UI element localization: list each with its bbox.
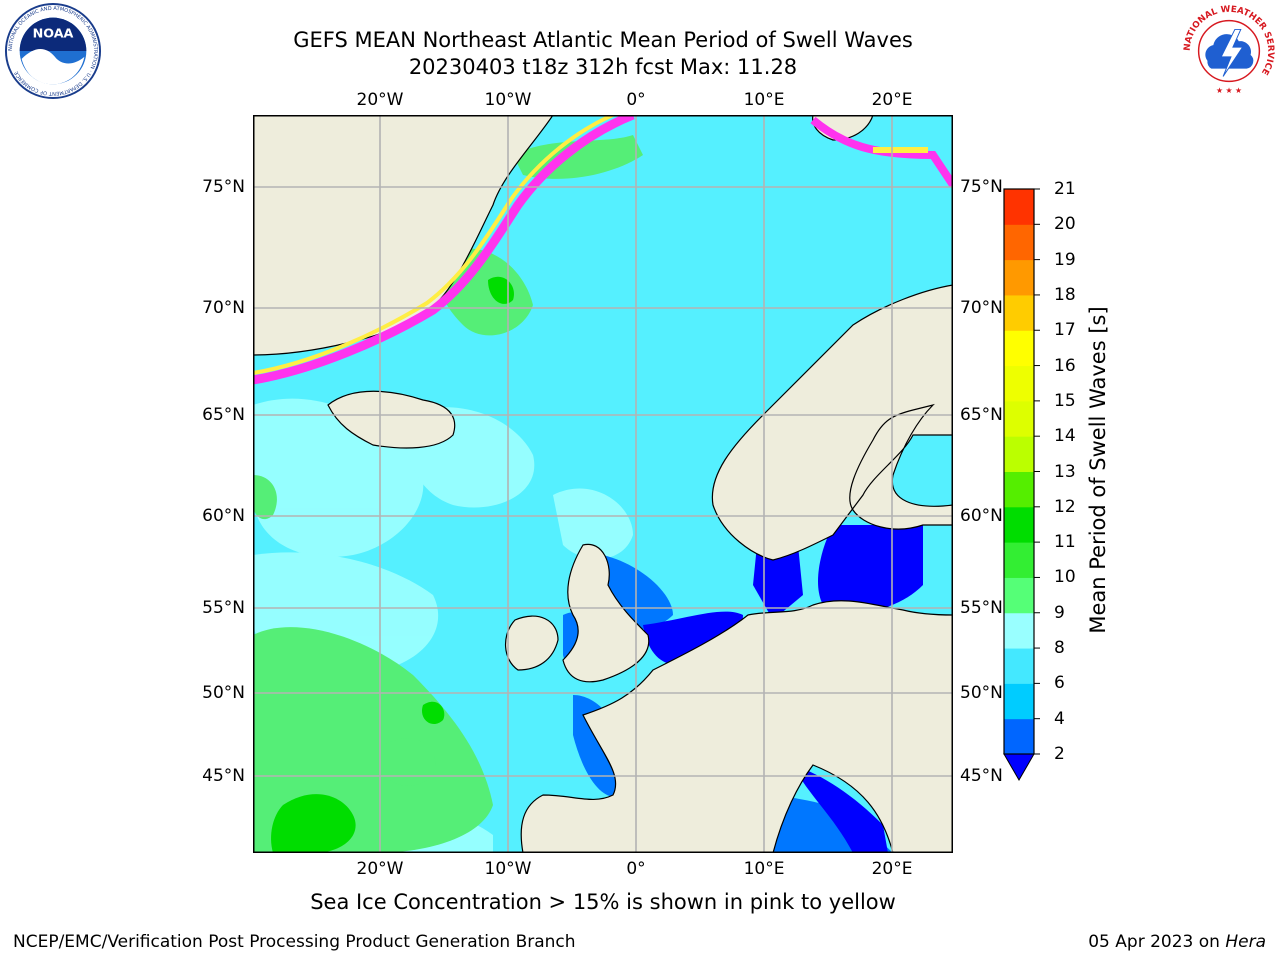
date-stamp: 05 Apr 2023 on Hera [1088, 932, 1266, 952]
colorbar-tick-label: 15 [1054, 390, 1076, 411]
colorbar-tick-label: 20 [1054, 214, 1076, 235]
colorbar-tick-label: 18 [1054, 284, 1076, 305]
sea-ice-edge [253, 115, 953, 385]
lon-label-bottom: 0° [626, 859, 646, 879]
noaa-logo: NATIONAL OCEANIC AND ATMOSPHERIC ADMINIS… [4, 2, 102, 100]
colorbar-tick-label: 10 [1054, 567, 1076, 588]
lat-label-right: 65°N [960, 405, 1003, 425]
great-britain [562, 543, 650, 683]
colorbar-segment [1004, 542, 1034, 578]
lon-label-bottom: 20°W [356, 859, 404, 879]
lat-label-left: 50°N [202, 683, 245, 703]
date-prefix: 05 Apr 2023 on [1088, 932, 1226, 952]
europe [520, 600, 953, 853]
lat-label-left: 55°N [202, 598, 245, 618]
lat-label-left: 45°N [202, 766, 245, 786]
lon-label-bottom: 10°W [484, 859, 532, 879]
lat-label-right: 75°N [960, 177, 1003, 197]
chart-title: GEFS MEAN Northeast Atlantic Mean Period… [293, 28, 913, 52]
colorbar-segment [1004, 648, 1034, 684]
graticule [253, 115, 953, 853]
colorbar-title: Mean Period of Swell Waves [s] [1086, 306, 1110, 634]
chart-subtitle: 20230403 t18z 312h fcst Max: 11.28 [408, 55, 798, 79]
lat-label-right: 70°N [960, 298, 1003, 318]
noaa-logo-text: NOAA [33, 26, 74, 41]
colorbar-segment [1004, 436, 1034, 472]
lon-label-top: 20°W [356, 90, 404, 110]
colorbar-tick-label: 17 [1054, 320, 1076, 341]
sea-ice-note: Sea Ice Concentration > 15% is shown in … [310, 890, 896, 914]
colorbar-tick-label: 8 [1054, 638, 1065, 659]
colorbar-segment [1004, 577, 1034, 614]
lon-label-bottom: 10°E [743, 859, 785, 879]
colorbar-segment [1004, 259, 1034, 296]
colorbar-tick-label: 21 [1054, 179, 1076, 199]
lat-label-left: 70°N [202, 298, 245, 318]
ireland [505, 615, 559, 671]
lat-label-left: 75°N [202, 177, 245, 197]
colorbar [1003, 188, 1040, 782]
colorbar-segment [1004, 506, 1034, 543]
svg-text:★ ★ ★: ★ ★ ★ [1216, 86, 1242, 95]
nws-logo: NATIONAL WEATHER SERVICE ★ ★ ★ [1181, 3, 1277, 99]
lat-label-left: 65°N [202, 405, 245, 425]
map-panel [253, 115, 953, 853]
credit-text: NCEP/EMC/Verification Post Processing Pr… [13, 932, 576, 952]
colorbar-tick-label: 13 [1054, 461, 1076, 482]
iceland [327, 390, 456, 449]
colorbar-segment [1004, 294, 1034, 331]
colorbar-segment [1004, 612, 1034, 649]
colorbar-segment [1004, 365, 1034, 402]
colorbar-extend-arrow [1003, 753, 1035, 782]
colorbar-tick-label: 9 [1054, 602, 1065, 623]
lon-label-bottom: 20°E [871, 859, 913, 879]
colorbar-tick-label: 6 [1054, 673, 1065, 694]
scandinavia [711, 284, 953, 561]
colorbar-segment [1004, 683, 1034, 720]
colorbar-tick-label: 2 [1054, 744, 1065, 764]
colorbar-tick-label: 11 [1054, 532, 1076, 553]
colorbar-segment [1004, 718, 1034, 755]
lat-label-left: 60°N [202, 506, 245, 526]
lon-label-top: 0° [626, 90, 646, 110]
colorbar-tick-label: 19 [1054, 249, 1076, 270]
colorbar-segment [1004, 400, 1034, 437]
lon-label-top: 10°E [743, 90, 785, 110]
colorbar-tick-label: 4 [1054, 708, 1065, 729]
lon-label-top: 20°E [871, 90, 913, 110]
colorbar-tick-label: 14 [1054, 426, 1076, 447]
colorbar-segment [1004, 330, 1034, 367]
land [253, 115, 953, 853]
colorbar-segment [1004, 471, 1034, 508]
lat-label-right: 60°N [960, 506, 1003, 526]
colorbar-tick-label: 16 [1054, 355, 1076, 376]
lat-label-right: 55°N [960, 598, 1003, 618]
colorbar-segment [1004, 189, 1034, 225]
colorbar-segment [1004, 224, 1034, 261]
lat-label-right: 50°N [960, 683, 1003, 703]
host-name: Hera [1225, 932, 1266, 952]
lat-label-right: 45°N [960, 766, 1003, 786]
colorbar-tick-label: 12 [1054, 496, 1076, 517]
lon-label-top: 10°W [484, 90, 532, 110]
